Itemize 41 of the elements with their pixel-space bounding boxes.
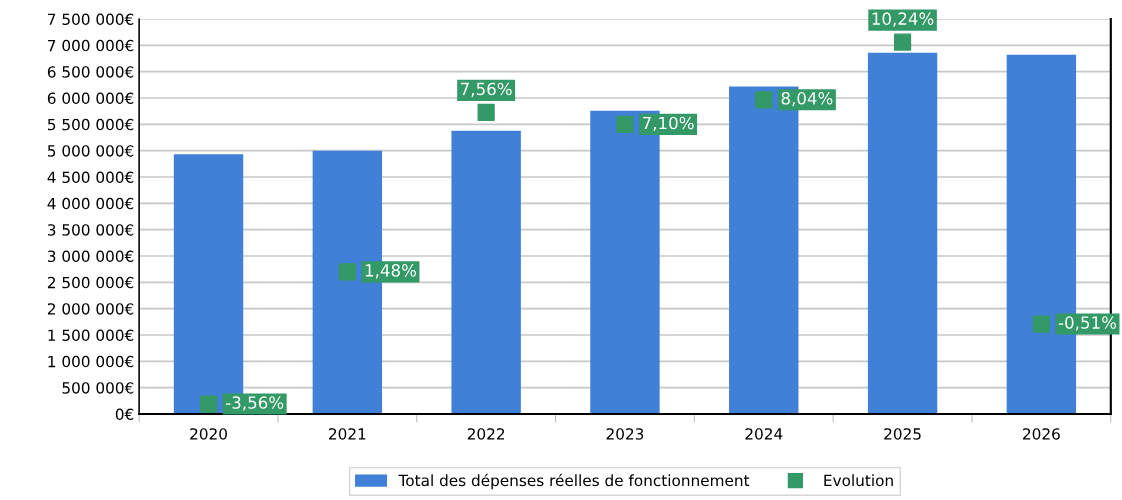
y-tick-label: 4 000 000€ bbox=[47, 197, 134, 210]
data-label: 7,10% bbox=[642, 116, 694, 131]
y-tick-label: 7 000 000€ bbox=[48, 39, 134, 52]
y-tick-label: 6 500 000€ bbox=[47, 66, 134, 78]
y-tick-label: 500 000€ bbox=[62, 382, 134, 394]
data-label: 1,48% bbox=[365, 264, 417, 279]
point bbox=[893, 33, 912, 51]
x-tick-label: 2023 bbox=[606, 428, 644, 440]
x-tick-label: 2024 bbox=[745, 428, 783, 440]
legend-label: Evolution bbox=[824, 474, 893, 487]
data-label: 10,24% bbox=[872, 12, 934, 27]
x-tick-label: 2021 bbox=[329, 428, 366, 440]
bar bbox=[867, 52, 938, 414]
data-label: 7,56% bbox=[461, 82, 512, 97]
x-tick-label: 2020 bbox=[190, 428, 227, 440]
data-label: 8,04% bbox=[781, 92, 833, 107]
y-tick-label: 1 500 000€ bbox=[48, 329, 134, 342]
point bbox=[199, 395, 218, 413]
point bbox=[477, 103, 495, 121]
y-tick-label: 5 500 000€ bbox=[47, 118, 134, 131]
bar bbox=[451, 130, 521, 414]
y-tick-label: 2 000 000€ bbox=[47, 303, 134, 315]
legend-label: Total des dépenses réelles de fonctionnement bbox=[398, 473, 750, 490]
y-tick-label: 5 000 000€ bbox=[47, 145, 134, 157]
point bbox=[755, 91, 773, 109]
data-label: -0,51% bbox=[1058, 316, 1117, 331]
x-tick-label: 2026 bbox=[1023, 428, 1060, 440]
data-label: -3,56% bbox=[226, 396, 284, 411]
point bbox=[1032, 315, 1050, 333]
y-tick-label: 2 500 000€ bbox=[47, 276, 134, 289]
x-tick-label: 2022 bbox=[467, 428, 505, 440]
y-tick-label: 3 000 000€ bbox=[47, 250, 134, 263]
y-tick-label: 6 000 000€ bbox=[47, 92, 134, 105]
y-tick-label: 0€ bbox=[115, 408, 134, 421]
y-tick-label: 7 500 000€ bbox=[48, 13, 134, 26]
y-tick-label: 3 500 000€ bbox=[47, 224, 134, 236]
y-tick-label: 4 500 000€ bbox=[47, 171, 134, 184]
point bbox=[338, 263, 356, 281]
x-tick-label: 2025 bbox=[884, 428, 921, 440]
point bbox=[616, 115, 634, 134]
y-tick-label: 1 000 000€ bbox=[48, 355, 134, 368]
